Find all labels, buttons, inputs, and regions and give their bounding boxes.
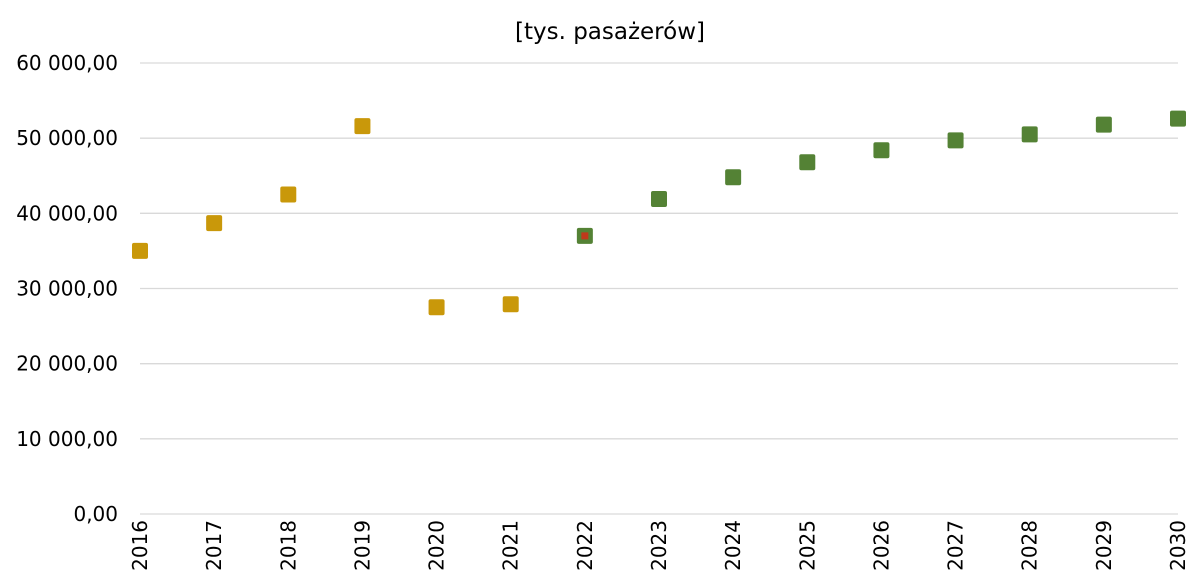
data-point-s1-2025 [799,154,816,171]
y-tick-label: 60 000,00 [16,51,118,75]
chart-title: [tys. pasażerów] [515,19,705,45]
data-point-s2-2022 [581,232,589,240]
x-tick-label: 2030 [1166,520,1190,571]
x-tick-label: 2024 [721,520,745,571]
y-tick-label: 40 000,00 [16,201,118,225]
data-points [132,110,1186,316]
data-point-s1-2029 [1095,116,1112,133]
data-point-s0-2018 [280,186,297,203]
y-tick-label: 30 000,00 [16,277,118,301]
x-tick-label: 2022 [573,520,597,571]
data-point-s0-2017 [206,215,223,232]
data-point-s1-2023 [651,191,667,208]
x-tick-label: 2016 [128,520,152,571]
x-tick-label: 2028 [1018,520,1042,571]
data-point-s0-2021 [502,296,519,313]
data-point-s1-2030 [1170,110,1186,127]
data-point-s0-2019 [354,118,371,135]
data-point-s0-2020 [428,299,445,316]
y-tick-label: 0,00 [73,502,118,526]
y-tick-label: 10 000,00 [16,427,118,451]
data-point-s1-2028 [1021,126,1038,143]
y-tick-label: 20 000,00 [16,352,118,376]
data-point-s0-2016 [132,242,148,259]
x-tick-label: 2026 [869,520,893,571]
x-tick-label: 2023 [647,520,671,571]
x-tick-label: 2025 [795,520,819,571]
x-tick-label: 2027 [944,520,968,571]
x-tick-label: 2029 [1092,520,1116,571]
x-axis-tick-labels: 2016 2017 2018 2019 2020 2021 2022 2023 2024 2025… [128,520,1190,571]
x-tick-label: 2017 [202,520,226,571]
y-axis-tick-labels: 0,00 10 000,00 20 000,00 30 000,00 40 000,00… [16,51,118,526]
data-point-s1-2027 [947,132,964,149]
x-tick-label: 2020 [425,520,449,571]
data-point-s1-2024 [725,169,742,186]
x-tick-label: 2019 [350,520,374,571]
y-tick-label: 50 000,00 [16,126,118,150]
x-tick-label: 2018 [276,520,300,571]
gridlines [140,62,1178,515]
x-tick-label: 2021 [499,520,523,571]
data-point-s1-2026 [873,142,890,159]
